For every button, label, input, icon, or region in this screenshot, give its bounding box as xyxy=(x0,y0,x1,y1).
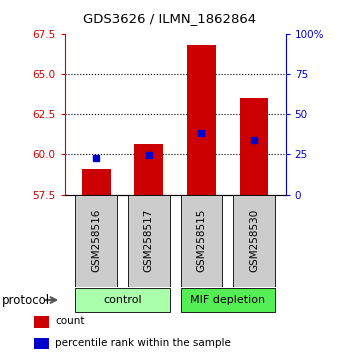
Bar xyxy=(134,144,163,195)
Bar xyxy=(181,288,275,312)
Text: GSM258517: GSM258517 xyxy=(144,209,154,273)
Bar xyxy=(181,195,222,287)
Text: GSM258516: GSM258516 xyxy=(91,209,101,273)
Bar xyxy=(240,98,269,195)
Bar xyxy=(34,316,49,327)
Bar xyxy=(82,169,110,195)
Text: MIF depletion: MIF depletion xyxy=(190,295,265,305)
Text: GSM258515: GSM258515 xyxy=(197,209,206,273)
Text: protocol: protocol xyxy=(2,293,50,307)
Bar xyxy=(187,45,216,195)
Bar xyxy=(34,338,49,349)
Bar xyxy=(75,288,170,312)
Text: GDS3626 / ILMN_1862864: GDS3626 / ILMN_1862864 xyxy=(83,12,257,25)
Bar xyxy=(75,195,117,287)
Text: GSM258530: GSM258530 xyxy=(249,209,259,272)
Text: control: control xyxy=(103,295,142,305)
Bar xyxy=(128,195,170,287)
Text: count: count xyxy=(55,316,85,326)
Bar xyxy=(233,195,275,287)
Text: percentile rank within the sample: percentile rank within the sample xyxy=(55,338,231,348)
